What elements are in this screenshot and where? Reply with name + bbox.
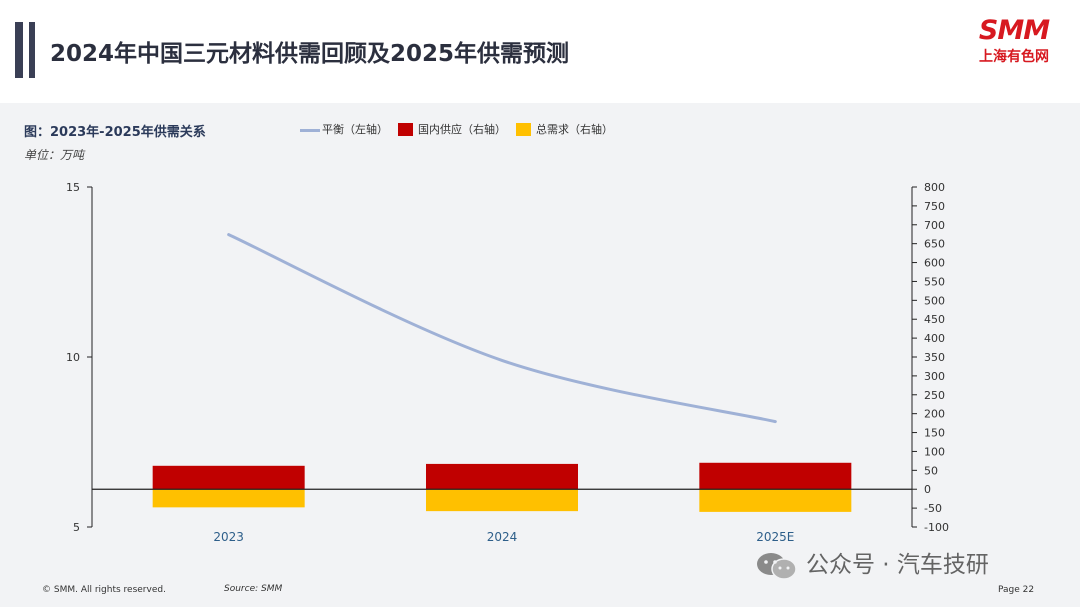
left-axis-tick-label: 10 bbox=[66, 351, 80, 364]
left-axis-tick-label: 15 bbox=[66, 181, 80, 194]
wechat-icon bbox=[757, 553, 797, 580]
right-axis-tick-label: 0 bbox=[924, 483, 931, 496]
right-axis-tick-label: 600 bbox=[924, 257, 945, 270]
right-axis-tick-label: 350 bbox=[924, 351, 945, 364]
page-number: Page 22 bbox=[998, 585, 1035, 595]
legend-box-swatch bbox=[398, 123, 413, 136]
x-axis-category-label: 2025E bbox=[756, 530, 794, 544]
right-axis-tick-label: 450 bbox=[924, 313, 945, 326]
right-axis-tick-label: 500 bbox=[924, 294, 945, 307]
right-axis-tick-label: -100 bbox=[924, 521, 949, 534]
right-axis-tick-label: 800 bbox=[924, 181, 945, 194]
right-axis-tick-label: 400 bbox=[924, 332, 945, 345]
watermark-text: 公众号 · 汽车技研 bbox=[806, 552, 989, 578]
right-axis-tick-label: 750 bbox=[924, 200, 945, 213]
bar-demand bbox=[699, 489, 852, 512]
title-accent-bar-thin bbox=[29, 22, 35, 78]
right-axis-tick-label: 200 bbox=[924, 408, 945, 421]
logo-subtitle: 上海有色网 bbox=[979, 49, 1049, 65]
copyright-text: © SMM. All rights reserved. bbox=[42, 585, 166, 595]
right-axis-tick-label: 550 bbox=[924, 275, 945, 288]
right-axis-tick-label: 700 bbox=[924, 219, 945, 232]
figure-title: 图：2023年-2025年供需关系 bbox=[24, 125, 206, 140]
logo-wordmark: SMM bbox=[978, 15, 1050, 46]
source-text: Source: SMM bbox=[224, 584, 283, 594]
bar-supply bbox=[426, 463, 578, 490]
right-axis-tick-label: 150 bbox=[924, 427, 945, 440]
right-axis-tick-label: 50 bbox=[924, 464, 938, 477]
right-axis-tick-label: 250 bbox=[924, 389, 945, 402]
balance-line bbox=[227, 233, 777, 424]
right-axis-tick-label: -50 bbox=[924, 502, 942, 515]
left-axis-tick-label: 5 bbox=[73, 521, 80, 534]
legend-label: 国内供应（右轴） bbox=[418, 123, 506, 136]
bar-demand bbox=[152, 489, 305, 508]
x-axis-category-label: 2024 bbox=[487, 530, 518, 544]
right-axis-tick-label: 650 bbox=[924, 238, 945, 251]
right-axis-tick-label: 100 bbox=[924, 445, 945, 458]
x-axis-category-label: 2023 bbox=[213, 530, 244, 544]
smm-logo: SMM 上海有色网 bbox=[968, 16, 1060, 72]
bar-demand bbox=[426, 489, 578, 512]
bar-supply bbox=[699, 462, 852, 490]
legend-box-swatch bbox=[516, 123, 531, 136]
slide-title: 2024年中国三元材料供需回顾及2025年供需预测 bbox=[50, 41, 570, 67]
legend-label: 平衡（左轴） bbox=[322, 123, 388, 136]
figure-unit: 单位：万吨 bbox=[24, 148, 85, 162]
slide-header: 2024年中国三元材料供需回顾及2025年供需预测 SMM 上海有色网 bbox=[0, 0, 1080, 103]
legend-line-swatch bbox=[300, 129, 320, 132]
right-axis-tick-label: 300 bbox=[924, 370, 945, 383]
legend-label: 总需求（右轴） bbox=[536, 123, 613, 136]
bar-supply bbox=[152, 465, 305, 490]
title-accent-bar bbox=[15, 22, 23, 78]
